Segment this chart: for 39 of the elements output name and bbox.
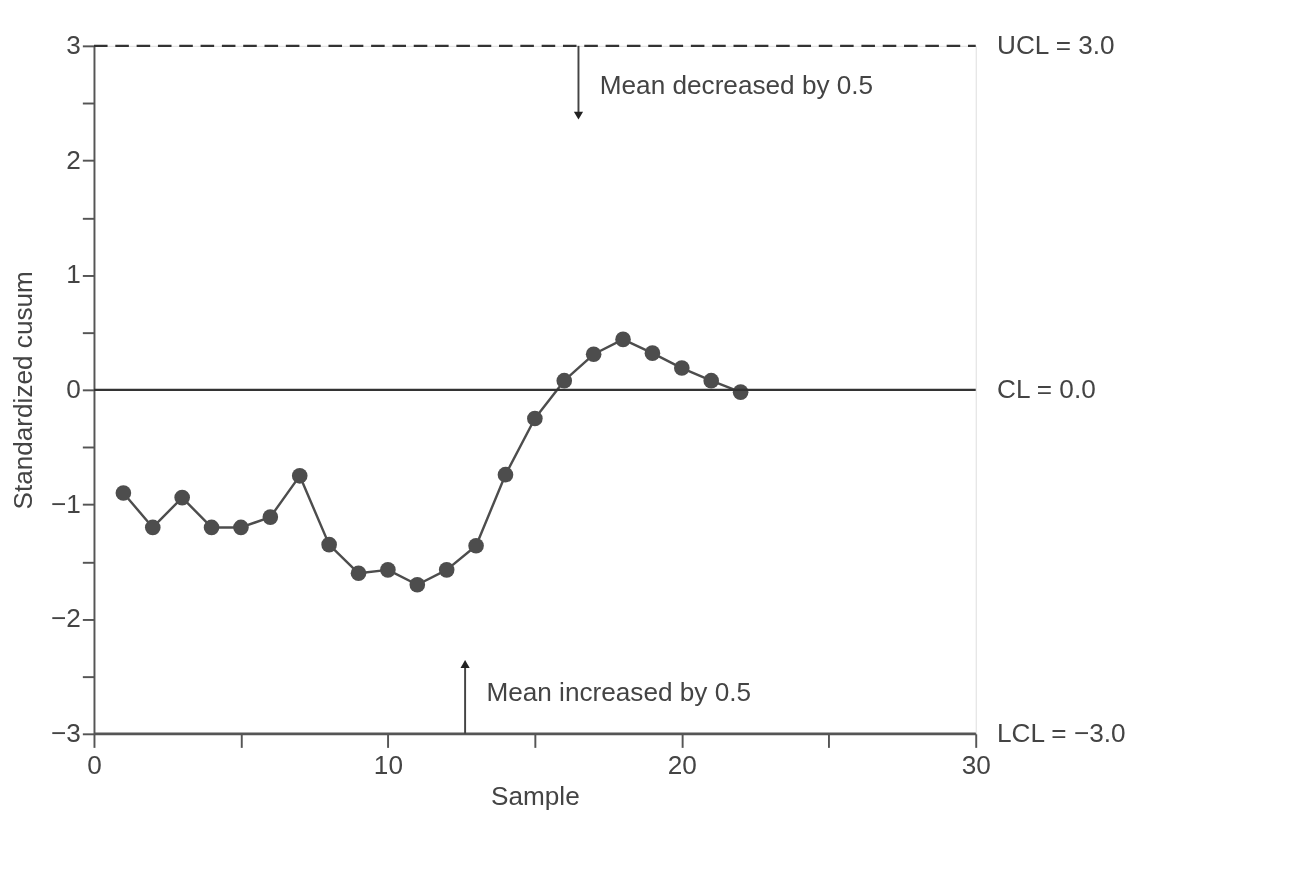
y-tick-label: 1 [66, 259, 81, 290]
point [644, 345, 661, 361]
point [321, 536, 337, 553]
point [291, 468, 308, 484]
point [585, 346, 602, 363]
point [350, 565, 367, 582]
y-tick-label: 2 [66, 144, 81, 175]
y-tick-label: 3 [66, 30, 81, 61]
point [115, 485, 132, 501]
point [262, 509, 279, 525]
x-tick-label: 20 [667, 750, 697, 781]
point [527, 410, 543, 427]
x-tick-label: 30 [961, 750, 991, 781]
y-tick-label: −1 [51, 488, 81, 519]
point [380, 562, 396, 578]
annotation: Mean increased by 0.5 [486, 676, 752, 707]
point [556, 372, 573, 389]
ref-line-label: LCL = −3.0 [997, 717, 1126, 748]
y-tick-label: 0 [66, 374, 81, 405]
y-tick-label: −3 [51, 718, 81, 749]
y-axis-title: Standardized cusum [7, 271, 38, 510]
point [233, 519, 249, 536]
point [203, 519, 220, 536]
point [468, 537, 484, 554]
point [409, 576, 426, 593]
point [438, 562, 455, 578]
x-tick-label: 0 [87, 750, 102, 781]
ref-line-label: UCL = 3.0 [997, 29, 1115, 60]
x-tick-label: 10 [373, 750, 403, 781]
y-tick-label: −2 [51, 603, 81, 634]
point [174, 489, 190, 506]
ref-line-label: CL = 0.0 [997, 373, 1096, 404]
point [615, 331, 631, 348]
point [144, 519, 161, 536]
point [674, 360, 690, 376]
x-axis-title: Sample [491, 781, 580, 812]
annotation: Mean decreased by 0.5 [599, 70, 874, 101]
point [497, 466, 514, 483]
point [703, 372, 720, 389]
